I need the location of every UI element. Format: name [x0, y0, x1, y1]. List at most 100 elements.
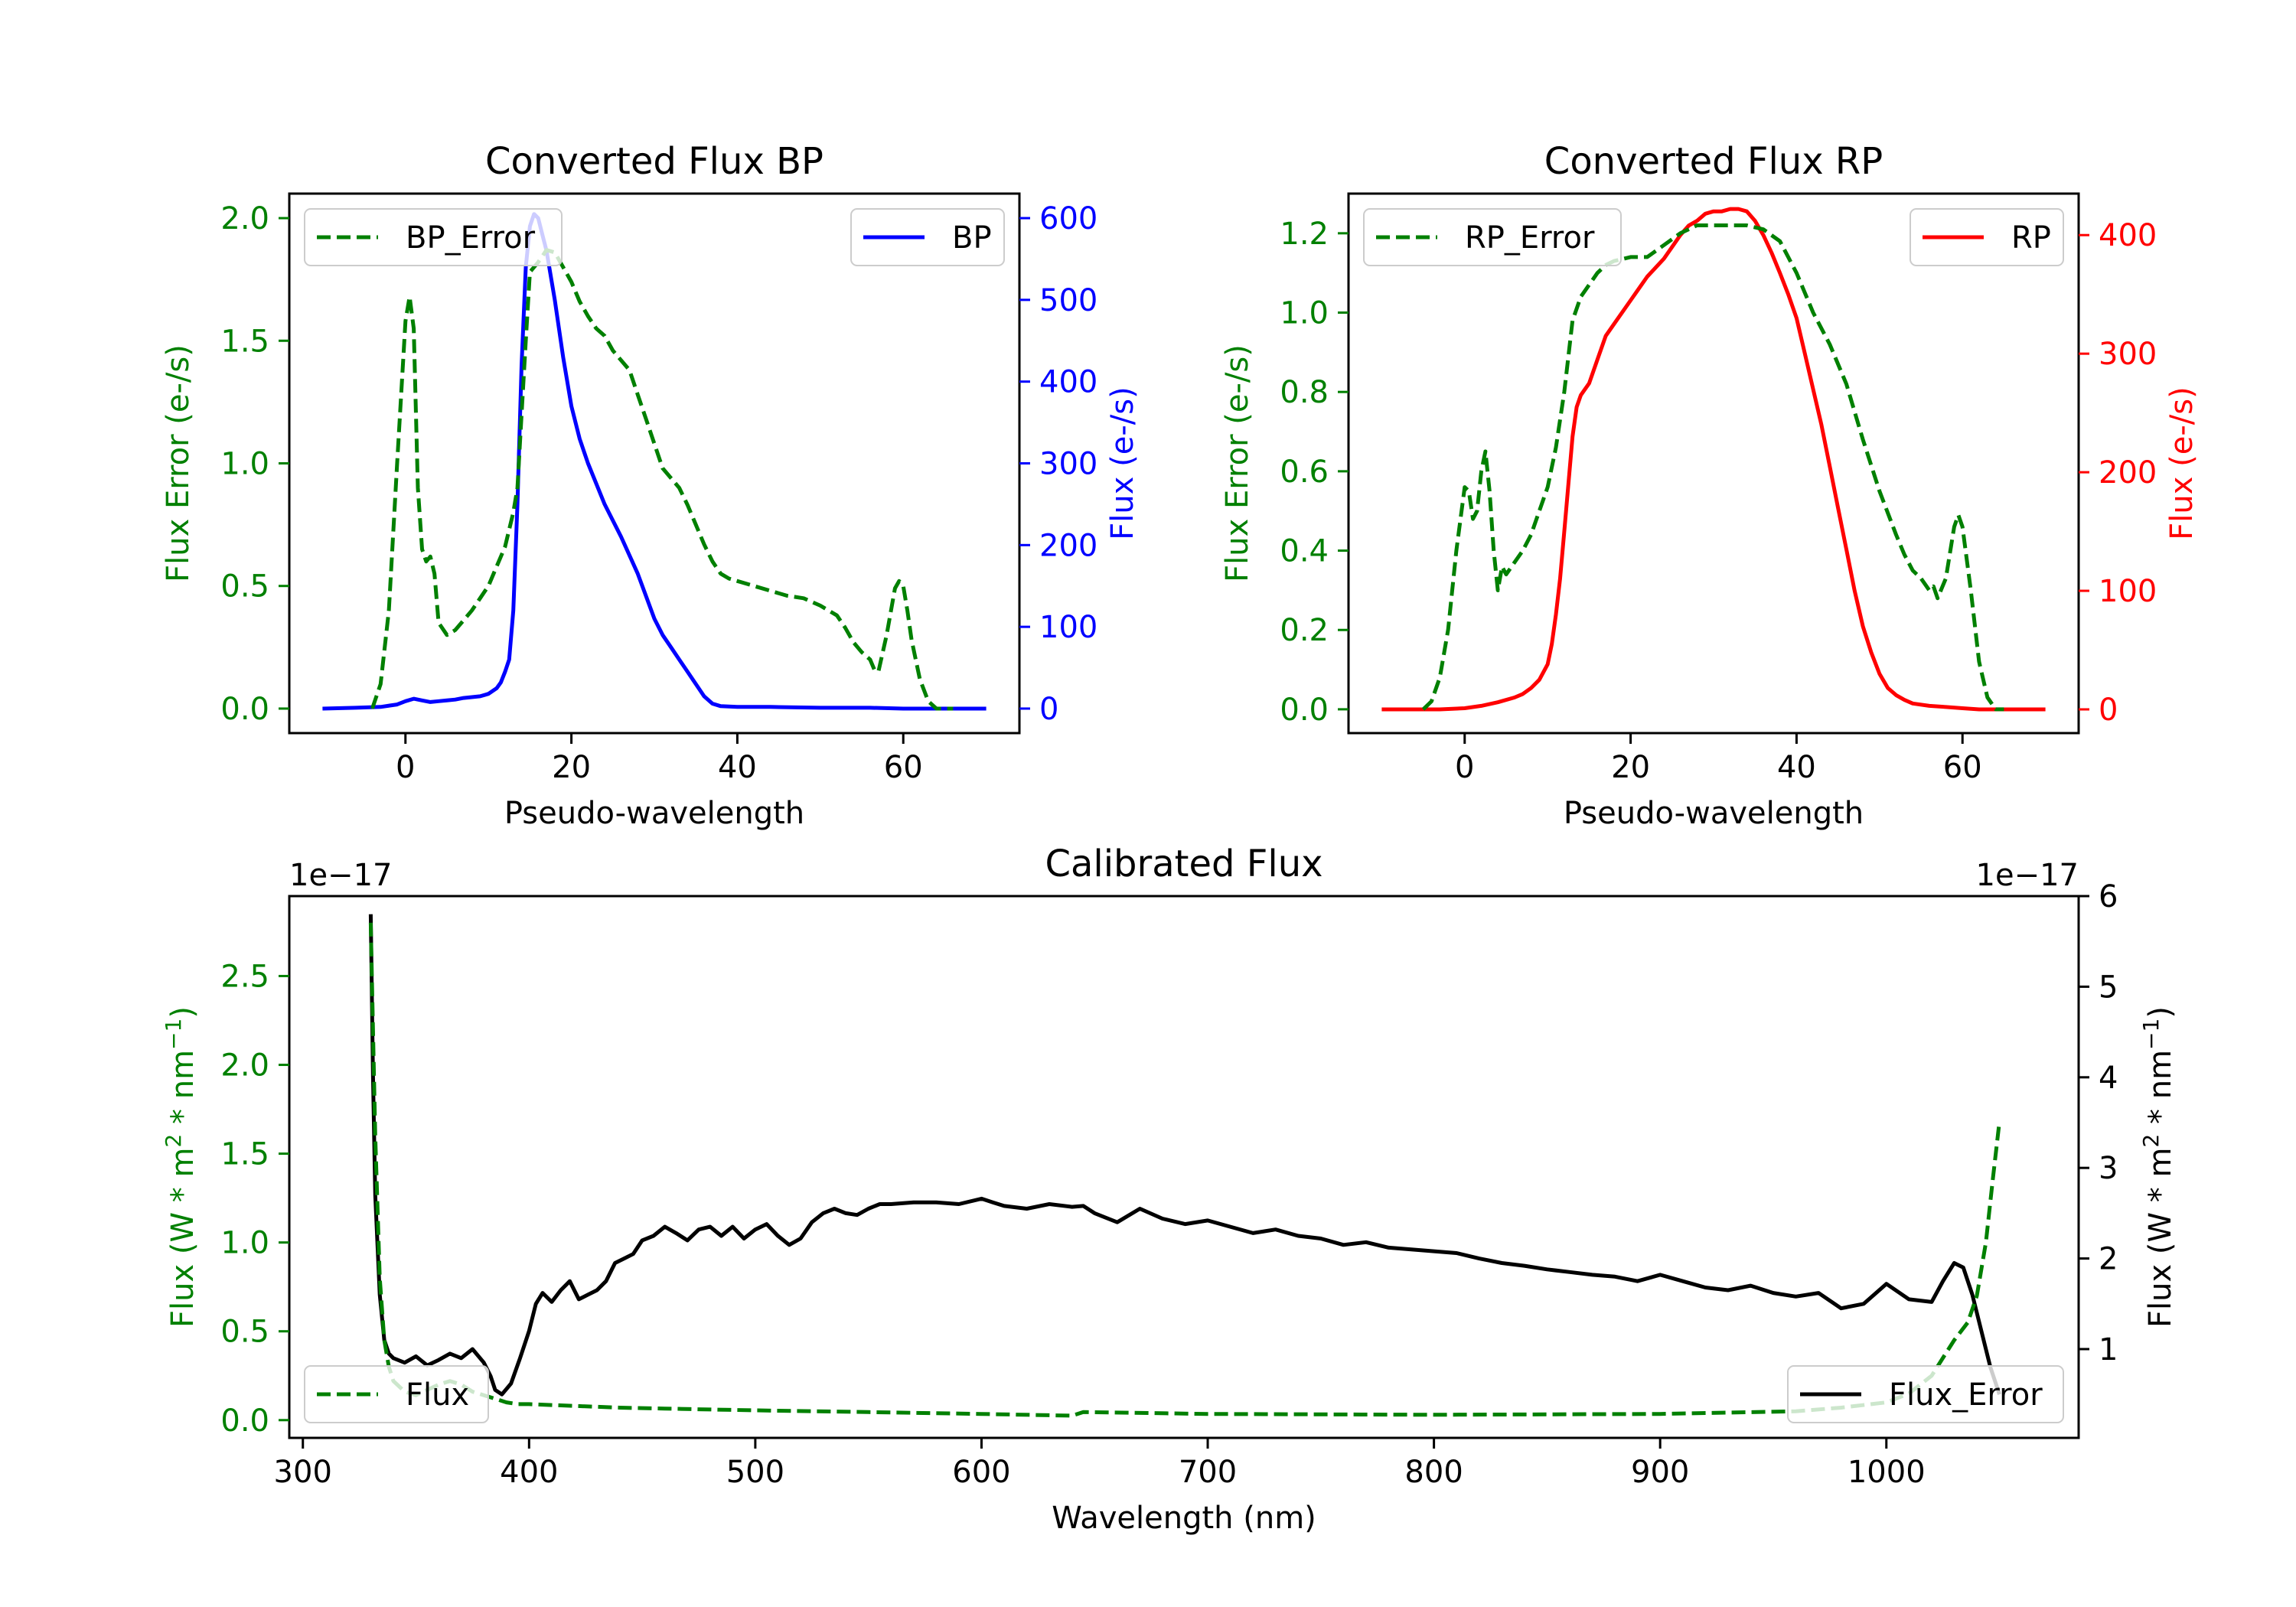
y-tick-label-left: 1.0 [220, 447, 269, 482]
x-axis-label: Wavelength (nm) [1052, 1501, 1316, 1536]
y-tick-label-right: 400 [1039, 365, 1097, 400]
x-tick-label: 40 [718, 750, 757, 785]
y-axis-label-left: Flux (W * m2 * nm−1) [161, 1006, 201, 1328]
y-tick-label-left: 0.8 [1280, 375, 1329, 410]
x-axis-label: Pseudo-wavelength [1564, 796, 1864, 831]
y-axis-label-part: 2 [2138, 1134, 2164, 1148]
offset-text-right: 1e−17 [1976, 858, 2079, 893]
y-tick-label-right: 100 [1039, 610, 1097, 645]
x-tick-label: 800 [1404, 1455, 1463, 1490]
y-axis-label-right: Flux (e-/s) [1105, 386, 1140, 539]
series-line-rp [1381, 207, 2046, 712]
y-tick-label-left: 0.0 [1280, 693, 1329, 728]
legend-box [1787, 1365, 2064, 1423]
y-tick-label-left: 2.5 [220, 959, 269, 994]
y-tick-label-right: 300 [1039, 447, 1097, 482]
y-axis-label-part: 2 [161, 1134, 186, 1148]
series-line-bp [322, 212, 987, 711]
legend-left: Flux [304, 1365, 489, 1423]
y-axis-label-part: Flux (W * m [2143, 1148, 2178, 1328]
y-tick-label-left: 1.5 [220, 324, 269, 359]
x-tick-label: 20 [552, 750, 591, 785]
x-tick-label: 900 [1631, 1455, 1689, 1490]
legend-label: Flux_Error [1889, 1377, 2043, 1413]
x-tick-label: 40 [1777, 750, 1816, 785]
series-line-flux-error [368, 922, 2001, 1418]
y-tick-label-right: 3 [2099, 1151, 2118, 1186]
x-axis-label: Pseudo-wavelength [504, 796, 804, 831]
y-tick-label-left: 0.2 [1280, 613, 1329, 648]
y-tick-label-left: 2.0 [220, 201, 269, 236]
x-tick-label: 0 [396, 750, 415, 785]
y-tick-label-right: 0 [2099, 693, 2118, 728]
x-tick-label: 300 [274, 1455, 332, 1490]
chart-panel-3: 300 400 500 600 700 800 900 1000 0.0 0.5 1.0 1.5 2.0… [161, 843, 2179, 1536]
y-tick-label-right: 200 [2099, 455, 2157, 491]
y-tick-label-right: 0 [1039, 692, 1058, 727]
legend-left: BP_Error [304, 208, 563, 266]
offset-text-left: 1e−17 [289, 858, 392, 893]
y-tick-label-right: 4 [2099, 1061, 2118, 1096]
y-axis-label-part: ) [2143, 1006, 2178, 1019]
series-line-flux [368, 914, 2001, 1397]
y-tick-label-right: 2 [2099, 1242, 2118, 1277]
y-axis-label-right: Flux (e-/s) [2164, 386, 2200, 539]
x-tick-label: 400 [500, 1455, 558, 1490]
legend-box [1363, 208, 1622, 266]
y-tick-label-right: 5 [2099, 970, 2118, 1005]
y-tick-label-right: 600 [1039, 201, 1097, 236]
x-tick-label: 500 [726, 1455, 784, 1490]
y-tick-label-left: 2.0 [220, 1048, 269, 1084]
y-tick-label-right: 1 [2099, 1332, 2118, 1367]
x-tick-label: 60 [884, 750, 923, 785]
chart-panel-1: 0 20 40 60 0.0 0.5 1.0 1.5 2.0 0 100 200 300 400 500 60… [161, 140, 1140, 831]
y-tick-label-left: 0.5 [220, 1315, 269, 1350]
y-tick-label-right: 500 [1039, 283, 1097, 318]
y-tick-label-left: 0.5 [220, 569, 269, 605]
legend-right: BP [850, 208, 1005, 266]
axes-frame [1347, 192, 2080, 735]
y-axis-label-part: −1 [161, 1019, 186, 1050]
y-axis-label-part: ) [165, 1006, 201, 1019]
x-tick-label: 700 [1179, 1455, 1237, 1490]
chart-title: Converted Flux RP [1544, 140, 1883, 183]
legend-label: RP [2011, 220, 2051, 256]
legend-label: RP_Error [1465, 220, 1595, 256]
legend-label: BP_Error [406, 220, 536, 256]
y-tick-label-right: 300 [2099, 337, 2157, 372]
legend-label: BP [952, 220, 992, 256]
y-tick-label-left: 0.0 [220, 1403, 269, 1439]
y-tick-label-right: 400 [2099, 218, 2157, 253]
y-tick-label-right: 100 [2099, 574, 2157, 609]
chart-panel-2: 0 20 40 60 0.0 0.2 0.4 0.6 0.8 1.0 1.2 0 100 200 300 40… [1220, 140, 2200, 831]
y-axis-label-right: Flux (W * m2 * nm−1) [2138, 1006, 2179, 1328]
y-axis-label-part: * nm [165, 1050, 201, 1134]
series-line-bp-error [370, 248, 954, 711]
legend-right: RP [1910, 208, 2064, 266]
x-tick-label: 20 [1611, 750, 1650, 785]
legend-left: RP_Error [1363, 208, 1622, 266]
y-tick-label-right: 200 [1039, 528, 1097, 563]
y-axis-label-left: Flux Error (e-/s) [1220, 344, 1255, 582]
x-tick-label: 1000 [1848, 1455, 1926, 1490]
legend-box [304, 208, 563, 266]
y-tick-label-left: 1.5 [220, 1137, 269, 1172]
legend-box [1910, 208, 2064, 266]
legend-box [850, 208, 1005, 266]
y-axis-label-part: Flux (W * m [165, 1148, 201, 1328]
x-tick-label: 600 [952, 1455, 1010, 1490]
legend-label: Flux [406, 1377, 469, 1413]
x-tick-label: 60 [1943, 750, 1982, 785]
y-tick-label-left: 1.2 [1280, 217, 1329, 252]
y-tick-label-left: 0.0 [220, 692, 269, 727]
x-tick-label: 0 [1455, 750, 1474, 785]
legend-right: Flux_Error [1787, 1365, 2064, 1423]
y-tick-label-left: 0.6 [1280, 455, 1329, 490]
chart-title: Calibrated Flux [1045, 843, 1322, 885]
y-tick-label-right: 6 [2099, 879, 2118, 914]
chart-title: Converted Flux BP [485, 140, 823, 183]
y-axis-label-part: * nm [2143, 1050, 2178, 1134]
y-axis-label-part: −1 [2138, 1019, 2164, 1050]
y-tick-label-left: 0.4 [1280, 534, 1329, 569]
